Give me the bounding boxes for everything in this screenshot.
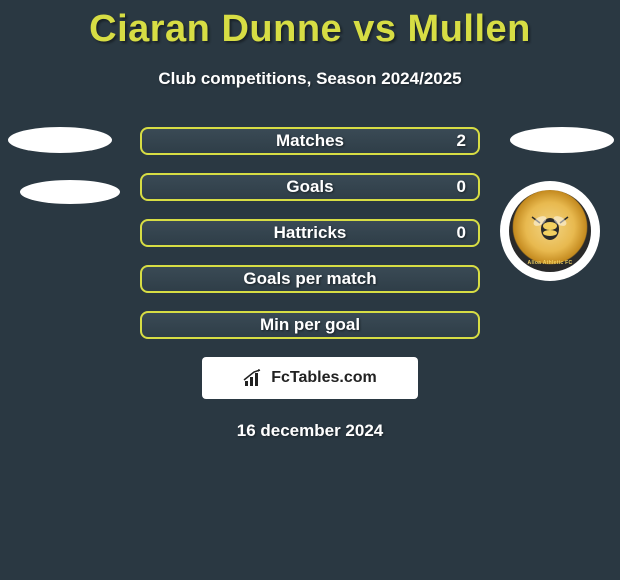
content-area: Alloa Athletic FC Matches 2 Goals 0 Hatt… (0, 127, 620, 441)
chart-icon (243, 369, 265, 387)
club-badge-emblem: Alloa Athletic FC (509, 190, 591, 272)
stat-label: Min per goal (260, 315, 360, 335)
brand-text: FcTables.com (271, 369, 377, 387)
player-badge-left-2 (20, 180, 120, 204)
brand-box: FcTables.com (202, 357, 418, 399)
stat-label: Matches (276, 131, 344, 151)
stat-value: 2 (457, 131, 466, 151)
stat-bar-min-per-goal: Min per goal (140, 311, 480, 339)
subtitle: Club competitions, Season 2024/2025 (0, 69, 620, 89)
stat-bar-hattricks: Hattricks 0 (140, 219, 480, 247)
stat-value: 0 (457, 223, 466, 243)
stat-label: Goals per match (243, 269, 376, 289)
page-title: Ciaran Dunne vs Mullen (0, 0, 620, 51)
player-badge-left-1 (8, 127, 112, 153)
wasp-icon (530, 211, 570, 251)
stat-bar-goals-per-match: Goals per match (140, 265, 480, 293)
stat-bar-matches: Matches 2 (140, 127, 480, 155)
stat-bar-goals: Goals 0 (140, 173, 480, 201)
stat-bars: Matches 2 Goals 0 Hattricks 0 Goals per … (140, 127, 480, 339)
club-badge-text: Alloa Athletic FC (528, 260, 573, 266)
stat-value: 0 (457, 177, 466, 197)
stat-label: Hattricks (274, 223, 347, 243)
player-badge-right-1 (510, 127, 614, 153)
stat-label: Goals (286, 177, 333, 197)
club-badge: Alloa Athletic FC (500, 181, 600, 281)
date-text: 16 december 2024 (0, 421, 620, 441)
